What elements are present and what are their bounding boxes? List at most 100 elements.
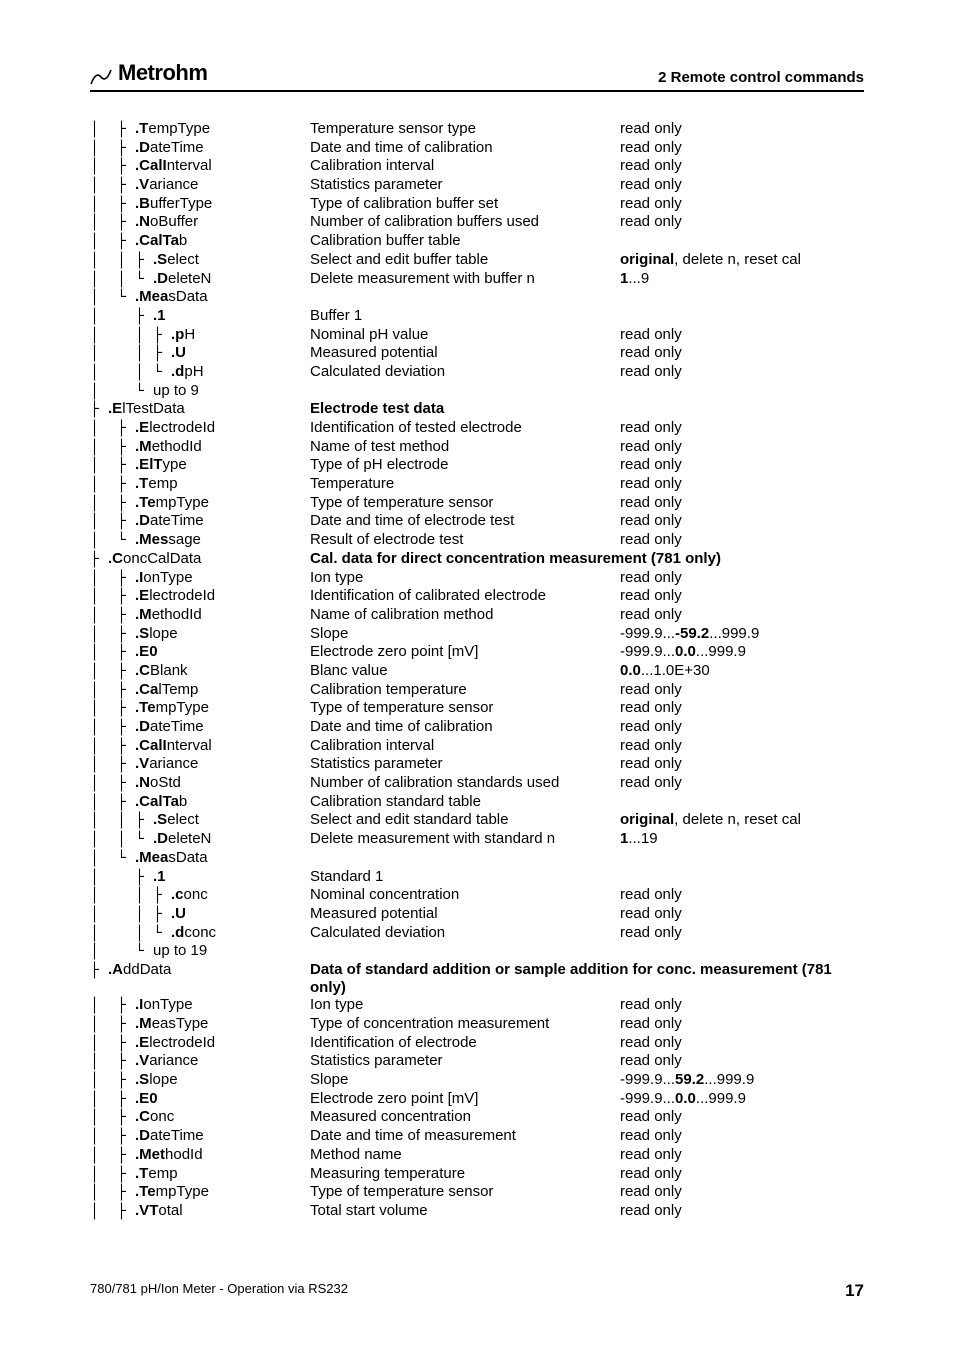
- tree-glyph: │ ├: [90, 644, 135, 661]
- command-description: Date and time of calibration: [310, 718, 620, 737]
- command-value: -999.9...59.2...999.9: [620, 1071, 864, 1090]
- command-row: │ ├ .TempTypeType of temperature sensorr…: [90, 699, 864, 718]
- command-value: read only: [620, 326, 864, 345]
- command-rest: Blank: [150, 662, 188, 679]
- tree-glyph: │ │ ├: [90, 345, 171, 362]
- command-path: │ │ ├ .Select: [90, 811, 310, 830]
- command-value: read only: [620, 475, 864, 494]
- command-rest: conc: [184, 924, 216, 941]
- command-description: [310, 849, 620, 868]
- command-row: │ ├ .BufferTypeType of calibration buffe…: [90, 195, 864, 214]
- command-rest: nterval: [167, 157, 212, 174]
- command-path: │ ├ .DateTime: [90, 718, 310, 737]
- command-row: │ │ ├ .SelectSelect and edit standard ta…: [90, 811, 864, 830]
- command-value: read only: [620, 456, 864, 475]
- command-hotkey: .D: [135, 1127, 150, 1144]
- command-row: │ │ └ .DeleteNDelete measurement with st…: [90, 830, 864, 849]
- command-rest: onc: [150, 1108, 174, 1125]
- command-value: read only: [620, 195, 864, 214]
- command-rest: ariance: [149, 176, 198, 193]
- command-label: .dpH: [171, 363, 204, 380]
- command-hotkey: .Ca: [135, 681, 158, 698]
- command-row: │ ├ .DateTimeDate and time of calibratio…: [90, 139, 864, 158]
- command-row: │ ├ .CalIntervalCalibration intervalread…: [90, 737, 864, 756]
- command-row: │ │ └ .dpHCalculated deviationread only: [90, 363, 864, 382]
- command-label: .IonType: [135, 569, 193, 586]
- footer-text: 780/781 pH/Ion Meter - Operation via RS2…: [90, 1281, 348, 1301]
- command-description: Electrode zero point [mV]: [310, 1090, 620, 1109]
- command-hotkey: .D: [153, 270, 168, 287]
- command-path: │ ├ .ElectrodeId: [90, 1034, 310, 1053]
- command-label: .DeleteN: [153, 830, 211, 847]
- command-label: .MeasData: [135, 288, 208, 305]
- command-row: │ ├ .ElectrodeIdIdentification of tested…: [90, 419, 864, 438]
- command-hotkey: .E0: [135, 643, 158, 660]
- command-label: .DateTime: [135, 1127, 204, 1144]
- command-rest: lectrodeId: [149, 1034, 215, 1051]
- command-hotkey: .1: [153, 868, 166, 885]
- command-path: │ └ up to 9: [90, 382, 310, 401]
- command-label: .DateTime: [135, 139, 204, 156]
- command-rest: ateTime: [150, 718, 204, 735]
- command-description: Type of concentration measurement: [310, 1015, 620, 1034]
- command-rest: onc: [184, 886, 208, 903]
- tree-glyph: │ ├: [90, 476, 135, 493]
- command-hotkey: .CalTa: [135, 232, 179, 249]
- tree-glyph: │ ├: [90, 1147, 135, 1164]
- command-row: ├ .ConcCalDataCal. data for direct conce…: [90, 550, 864, 569]
- command-label: .MethodId: [135, 438, 202, 455]
- command-hotkey: .N: [135, 774, 150, 791]
- command-rest: elect: [167, 251, 199, 268]
- command-hotkey: .E: [135, 419, 149, 436]
- command-label: .1: [153, 868, 166, 885]
- command-row: │ ├ .ConcMeasured concentrationread only: [90, 1108, 864, 1127]
- command-path: │ ├ .ElType: [90, 456, 310, 475]
- command-hotkey: .c: [171, 886, 184, 903]
- command-description: Standard 1: [310, 868, 620, 887]
- command-label: .Variance: [135, 176, 198, 193]
- command-row: │ ├ .DateTimeDate and time of electrode …: [90, 512, 864, 531]
- command-path: │ ├ .CalTemp: [90, 681, 310, 700]
- command-row: │ │ ├ .pHNominal pH valueread only: [90, 326, 864, 345]
- command-row: │ │ ├ .UMeasured potentialread only: [90, 905, 864, 924]
- command-row: │ ├ .ElectrodeIdIdentification of electr…: [90, 1034, 864, 1053]
- command-path: │ ├ .IonType: [90, 569, 310, 588]
- command-value: [620, 232, 864, 251]
- command-row: │ ├ .CalTabCalibration standard table: [90, 793, 864, 812]
- command-value: read only: [620, 996, 864, 1015]
- command-value: read only: [620, 1052, 864, 1071]
- command-rest: emp: [148, 1165, 177, 1182]
- command-description: Identification of tested electrode: [310, 419, 620, 438]
- command-row: │ ├ .TempTypeType of temperature sensorr…: [90, 494, 864, 513]
- command-description: Type of calibration buffer set: [310, 195, 620, 214]
- command-value: read only: [620, 886, 864, 905]
- command-description: Identification of electrode: [310, 1034, 620, 1053]
- command-path: │ ├ .DateTime: [90, 1127, 310, 1146]
- command-rest: elect: [167, 811, 199, 828]
- command-row: │ │ ├ .UMeasured potentialread only: [90, 344, 864, 363]
- command-label: .CalInterval: [135, 737, 212, 754]
- command-label: .TempType: [135, 494, 209, 511]
- command-label: .CBlank: [135, 662, 188, 679]
- command-path: │ └ .MeasData: [90, 849, 310, 868]
- tree-glyph: │ │ ├: [90, 252, 153, 269]
- command-description: Buffer 1: [310, 307, 620, 326]
- command-value: read only: [620, 512, 864, 531]
- command-path: │ └ .Message: [90, 531, 310, 550]
- command-row: │ ├ .DateTimeDate and time of calibratio…: [90, 718, 864, 737]
- command-description: Electrode test data: [310, 400, 864, 419]
- command-hotkey: .E: [135, 587, 149, 604]
- command-label: .IonType: [135, 996, 193, 1013]
- command-row: │ ├ .TempMeasuring temperatureread only: [90, 1165, 864, 1184]
- command-label: .Select: [153, 251, 199, 268]
- command-description: Calibration standard table: [310, 793, 620, 812]
- command-path: │ │ ├ .U: [90, 344, 310, 363]
- tree-glyph: │ ├: [90, 997, 135, 1014]
- command-row: │ └ .MeasData: [90, 849, 864, 868]
- command-description: Delete measurement with buffer n: [310, 270, 620, 289]
- command-label: .ElectrodeId: [135, 419, 215, 436]
- command-description: [310, 942, 620, 961]
- command-row: │ ├ .CBlankBlanc value0.0...1.0E+30: [90, 662, 864, 681]
- command-hotkey: .C: [135, 662, 150, 679]
- command-hotkey: .T: [135, 120, 148, 137]
